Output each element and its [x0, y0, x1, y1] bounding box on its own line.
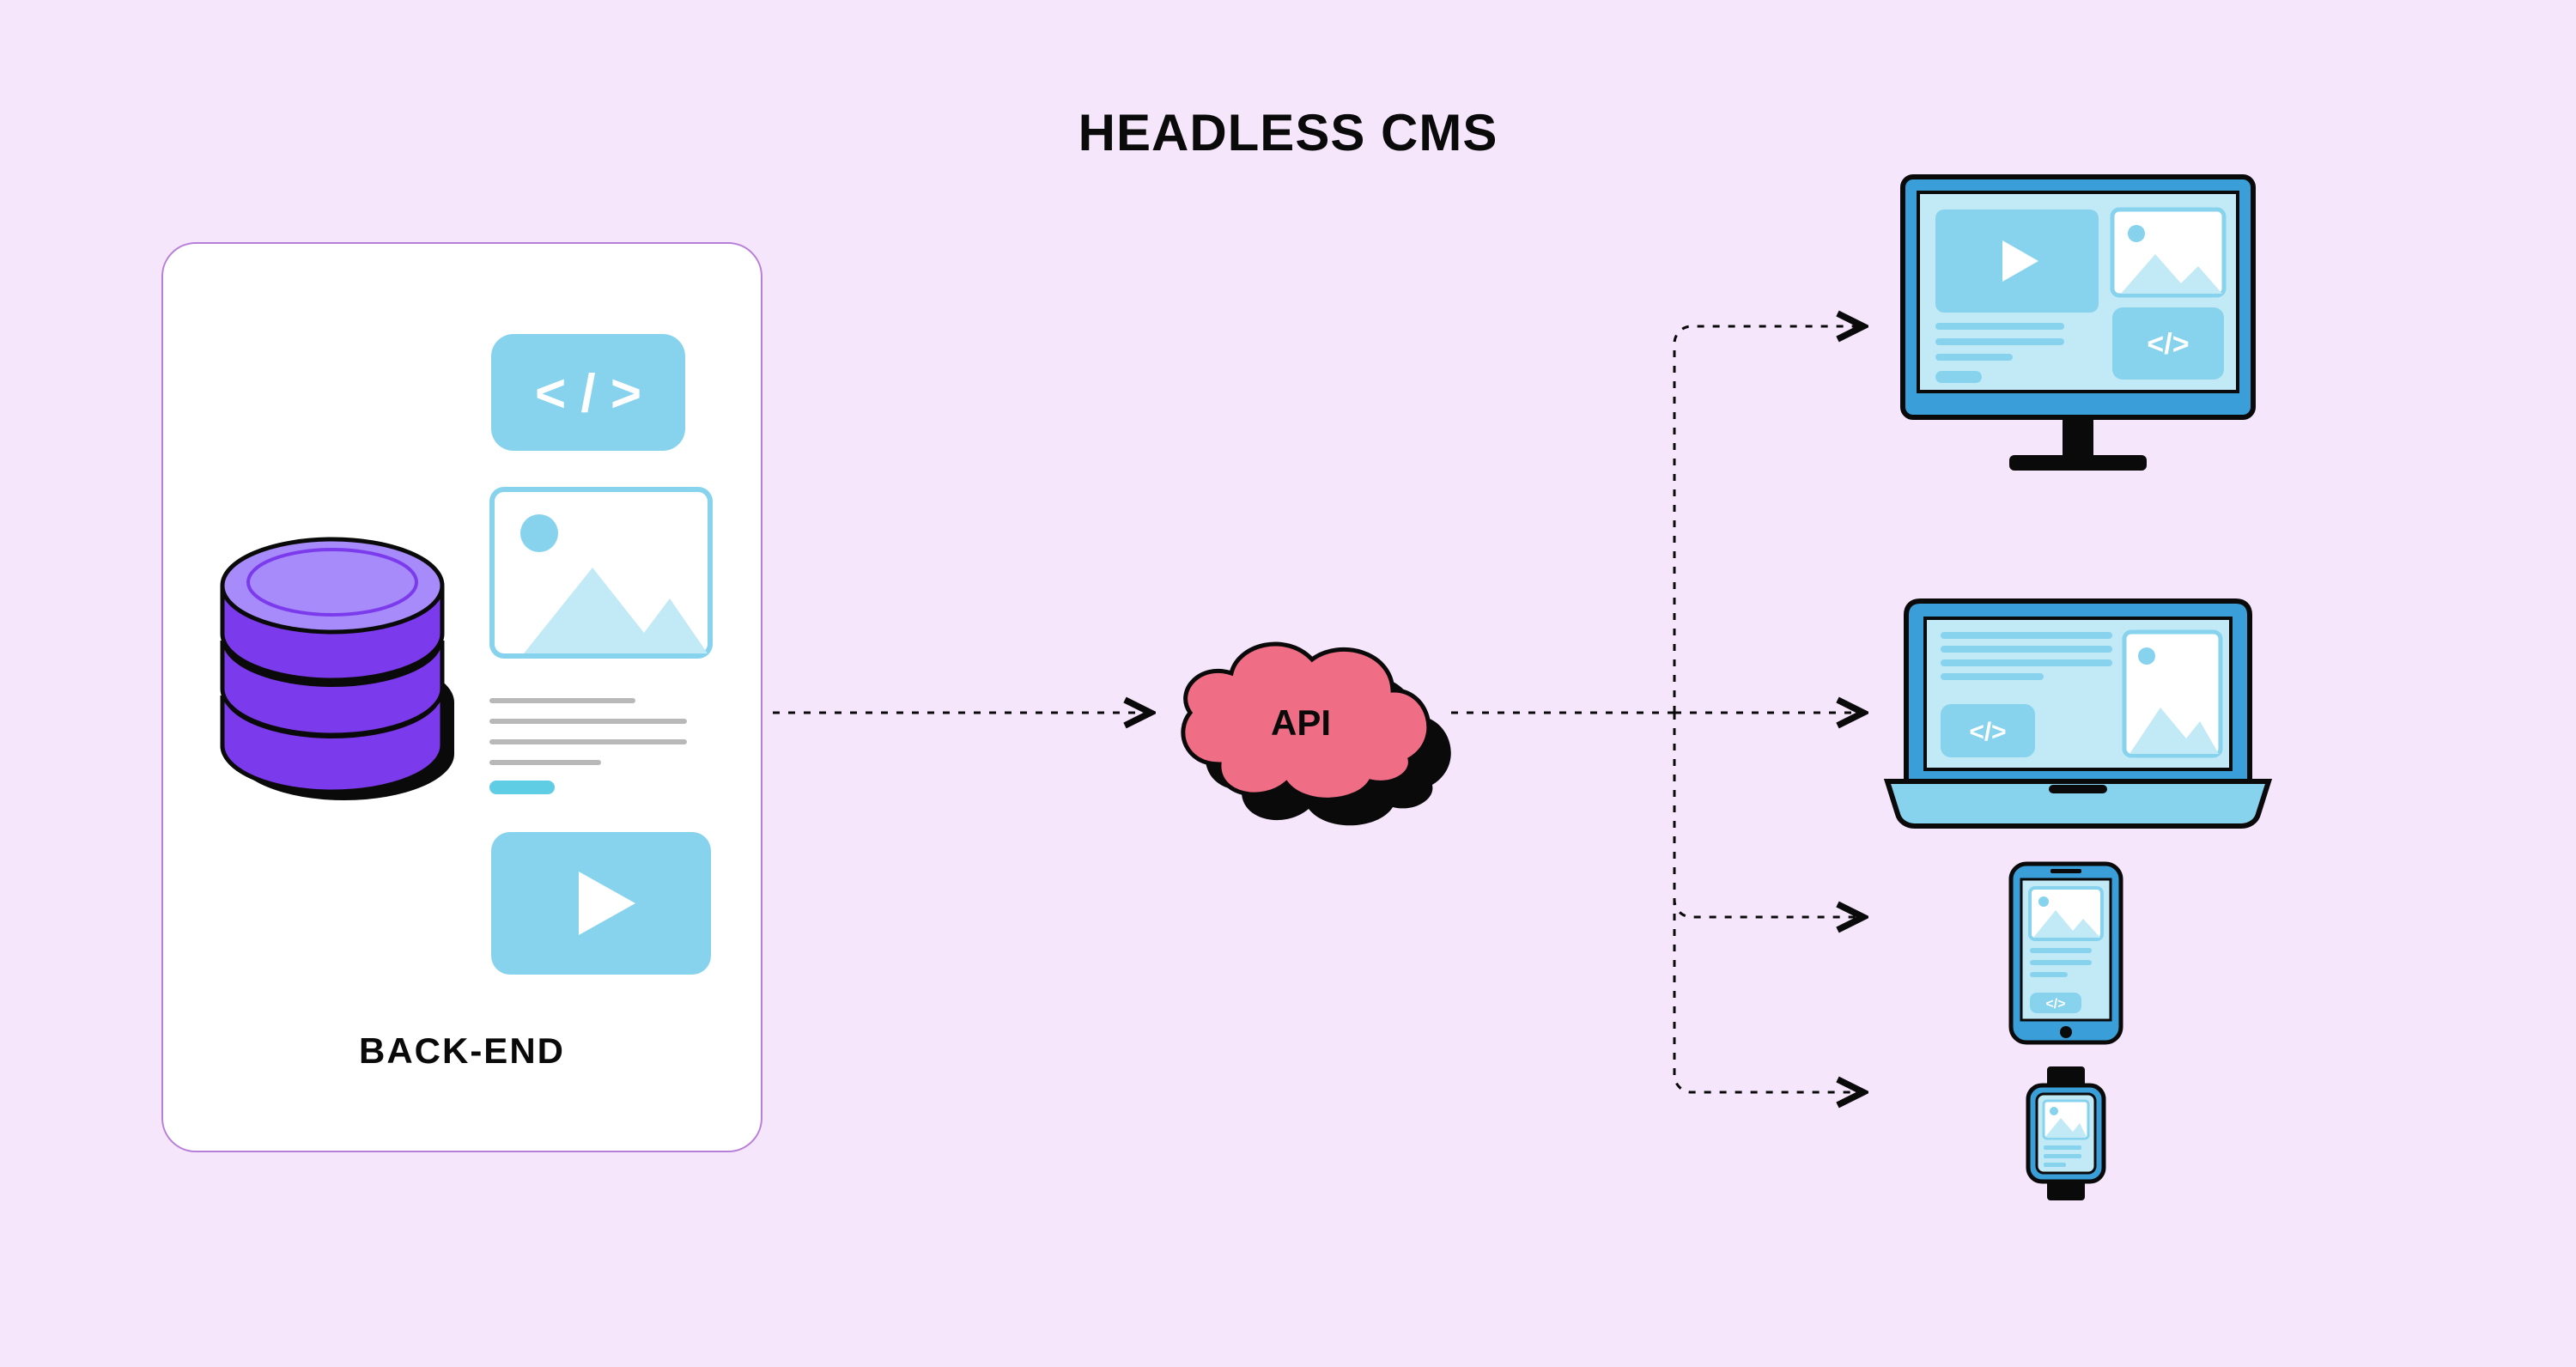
diagram-title: HEADLESS CMS: [1078, 103, 1498, 162]
api-cloud: API: [1168, 635, 1460, 846]
svg-text:</>: </>: [2045, 997, 2065, 1012]
video-block-icon: [489, 830, 713, 976]
backend-content: < / >: [163, 244, 761, 1030]
laptop-icon: </>: [1880, 592, 2275, 837]
text-lines-icon: [489, 693, 713, 796]
content-blocks: < / >: [489, 332, 713, 976]
svg-text:< / >: < / >: [534, 364, 641, 423]
svg-text:</>: </>: [2147, 328, 2189, 361]
backend-card: < / > BACK-END: [161, 242, 762, 1152]
smartphone-icon: </>: [2006, 859, 2126, 1052]
api-label: API: [1271, 702, 1331, 744]
desktop-monitor-icon: </>: [1898, 172, 2258, 485]
svg-text:</>: </>: [1969, 718, 2006, 746]
smartwatch-icon: [2021, 1065, 2111, 1206]
backend-label: BACK-END: [359, 1030, 565, 1072]
database-icon: [212, 500, 461, 809]
image-block-icon: [489, 487, 713, 659]
code-block-icon: < / >: [489, 332, 687, 453]
